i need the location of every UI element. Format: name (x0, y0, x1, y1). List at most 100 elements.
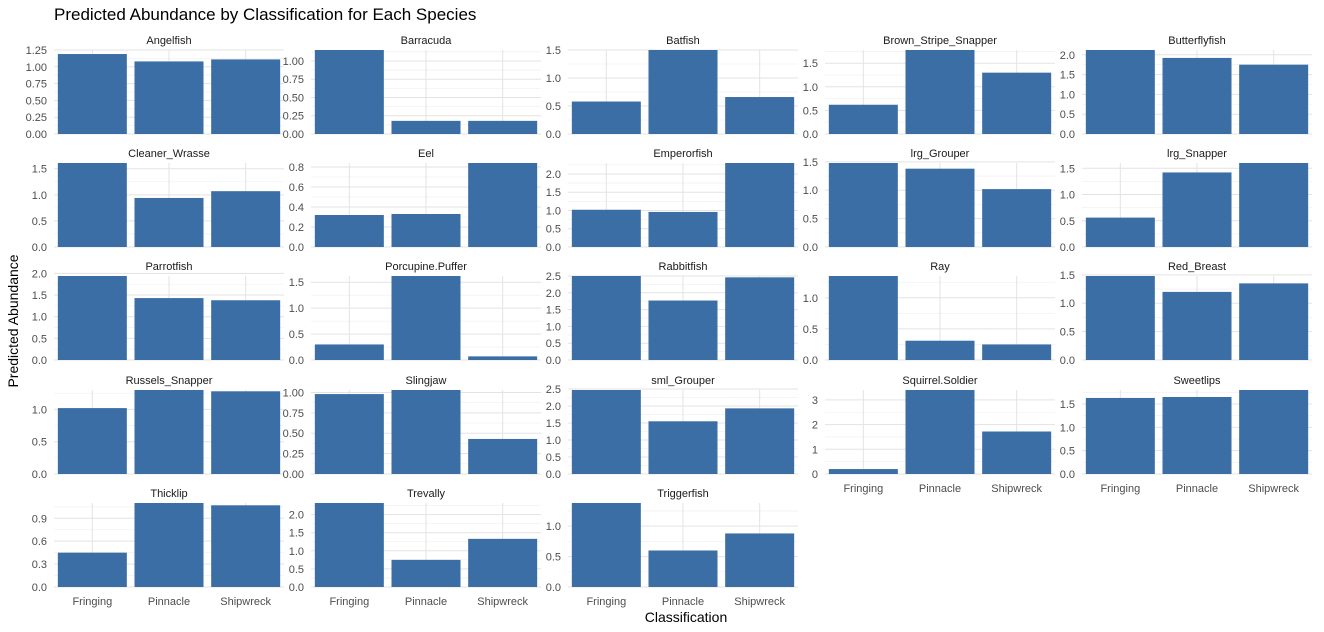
bar-lrg-snapper-shipwreck (1239, 163, 1309, 247)
y-tick-label: 2.0 (32, 268, 47, 280)
facet-panel-squirrel-soldier: Squirrel.Soldier 0 1 2 3 Fringing Pinnacle Ship… (812, 375, 1055, 495)
y-tick-label: 0.0 (1060, 469, 1075, 481)
facet-panel-porcupine-puffer: Porcupine.Puffer 0.0 0.5 1.0 1.5 (289, 261, 541, 367)
bar-trevally-fringing (314, 503, 384, 587)
y-tick-label: 0.6 (32, 536, 47, 548)
facet-label: Trevally (407, 488, 446, 500)
x-tick-label: Shipwreck (734, 596, 785, 608)
y-tick-label: 0.0 (803, 242, 818, 254)
x-tick-label: Shipwreck (477, 596, 528, 608)
y-tick-label: 0.5 (546, 101, 561, 113)
bar-angelfish-pinnacle (134, 61, 204, 135)
y-tick-label: 0.0 (546, 582, 561, 594)
bar-butterflyfish-fringing (1085, 50, 1155, 134)
y-tick-label: 1.5 (803, 58, 818, 70)
bar-emperorfish-fringing (571, 209, 641, 247)
y-tick-label: 0.50 (283, 428, 304, 440)
facet-panel-cleaner-wrasse: Cleaner_Wrasse 0.0 0.5 1.0 1.5 (32, 148, 284, 254)
y-tick-label: 0.0 (32, 242, 47, 254)
bar-squirrel-soldier-shipwreck (982, 431, 1052, 474)
bar-red-breast-pinnacle (1162, 291, 1232, 360)
bar-triggerfish-pinnacle (648, 550, 718, 587)
facet-label: lrg_Snapper (1167, 148, 1227, 160)
y-tick-label: 2.0 (546, 288, 561, 300)
y-tick-label: 1.5 (1060, 163, 1075, 175)
bar-ray-pinnacle (905, 340, 975, 360)
y-tick-label: 1.0 (546, 435, 561, 447)
y-tick-label: 0.0 (1060, 242, 1075, 254)
bar-porcupine-puffer-pinnacle (391, 276, 461, 360)
bar-lrg-snapper-fringing (1085, 217, 1155, 247)
y-tick-label: 1.0 (1060, 89, 1075, 101)
facet-panel-red-breast: Red_Breast 0.0 0.5 1.0 1.5 (1060, 261, 1312, 367)
bar-parrotfish-shipwreck (211, 300, 281, 360)
facet-label: Cleaner_Wrasse (128, 148, 210, 160)
bar-cleaner-wrasse-fringing (57, 163, 127, 247)
bar-porcupine-puffer-fringing (314, 344, 384, 360)
bar-lrg-grouper-fringing (828, 163, 898, 247)
bar-batfish-pinnacle (648, 50, 718, 134)
bar-emperorfish-pinnacle (648, 211, 718, 247)
bar-russels-snapper-fringing (57, 408, 127, 474)
y-tick-label: 0.5 (546, 552, 561, 564)
y-tick-label: 0.75 (26, 79, 47, 91)
bar-sml-grouper-fringing (571, 390, 641, 474)
y-tick-label: 0.0 (32, 469, 47, 481)
y-tick-label: 1.0 (32, 404, 47, 416)
bar-russels-snapper-shipwreck (211, 391, 281, 474)
y-tick-label: 0.5 (289, 564, 304, 576)
facet-panel-triggerfish: Triggerfish 0.0 0.5 1.0 Fringing Pinnacle Ship… (546, 488, 798, 608)
facet-label: Barracuda (401, 35, 453, 47)
x-tick-label: Fringing (586, 596, 626, 608)
y-tick-label: 0.25 (26, 112, 47, 124)
bar-triggerfish-fringing (571, 503, 641, 587)
facet-panel-batfish: Batfish 0.0 0.5 1.0 1.5 (546, 35, 798, 141)
bar-emperorfish-shipwreck (725, 163, 795, 247)
y-tick-label: 1.0 (546, 521, 561, 533)
facet-label: Red_Breast (1168, 261, 1226, 273)
x-tick-label: Shipwreck (1248, 483, 1299, 495)
facet-panel-slingjaw: Slingjaw 0.00 0.25 0.50 0.75 1.00 (283, 375, 541, 481)
y-tick-label: 0.0 (803, 355, 818, 367)
facet-panel-butterflyfish: Butterflyfish 0.0 0.5 1.0 1.5 2.0 (1060, 35, 1312, 141)
y-tick-label: 1.0 (803, 185, 818, 197)
y-tick-label: 0.4 (289, 202, 304, 214)
x-tick-label: Shipwreck (220, 596, 271, 608)
bar-butterflyfish-pinnacle (1162, 57, 1232, 134)
y-tick-label: 0.00 (26, 129, 47, 141)
x-tick-label: Fringing (1100, 483, 1140, 495)
y-tick-label: 0.50 (283, 92, 304, 104)
bar-rabbitfish-shipwreck (725, 277, 795, 360)
bar-sweetlips-fringing (1085, 397, 1155, 474)
facet-label: Angelfish (146, 35, 191, 47)
bar-squirrel-soldier-fringing (828, 469, 898, 474)
bar-slingjaw-pinnacle (391, 390, 461, 474)
y-tick-label: 1.25 (26, 45, 47, 57)
y-tick-label: 0.0 (32, 582, 47, 594)
bar-angelfish-fringing (57, 54, 127, 135)
bar-cleaner-wrasse-shipwreck (211, 191, 281, 247)
y-tick-label: 0.5 (1060, 327, 1075, 339)
y-tick-label: 2 (812, 420, 818, 432)
bar-russels-snapper-pinnacle (134, 390, 204, 474)
bar-angelfish-shipwreck (211, 59, 281, 134)
y-tick-label: 0.5 (32, 216, 47, 228)
bar-triggerfish-shipwreck (725, 533, 795, 587)
facet-panel-barracuda: Barracuda 0.00 0.25 0.50 0.75 1.00 (283, 35, 541, 141)
y-tick-label: 1.00 (283, 387, 304, 399)
bar-red-breast-shipwreck (1239, 283, 1309, 360)
facet-label: Batfish (666, 35, 700, 47)
y-tick-label: 1.5 (1060, 399, 1075, 411)
y-tick-label: 3 (812, 395, 818, 407)
bar-parrotfish-pinnacle (134, 298, 204, 360)
y-tick-label: 1.5 (289, 528, 304, 540)
bar-brown-stripe-snapper-shipwreck (982, 72, 1052, 134)
y-tick-label: 1.0 (289, 546, 304, 558)
y-tick-label: 1.00 (26, 62, 47, 74)
y-tick-label: 2.0 (546, 169, 561, 181)
y-tick-label: 0.0 (32, 355, 47, 367)
y-tick-label: 0.5 (1060, 446, 1075, 458)
x-tick-label: Shipwreck (991, 483, 1042, 495)
y-tick-label: 0.25 (283, 449, 304, 461)
facet-panel-brown-stripe-snapper: Brown_Stripe_Snapper 0.0 0.5 1.0 1.5 (803, 35, 1055, 141)
